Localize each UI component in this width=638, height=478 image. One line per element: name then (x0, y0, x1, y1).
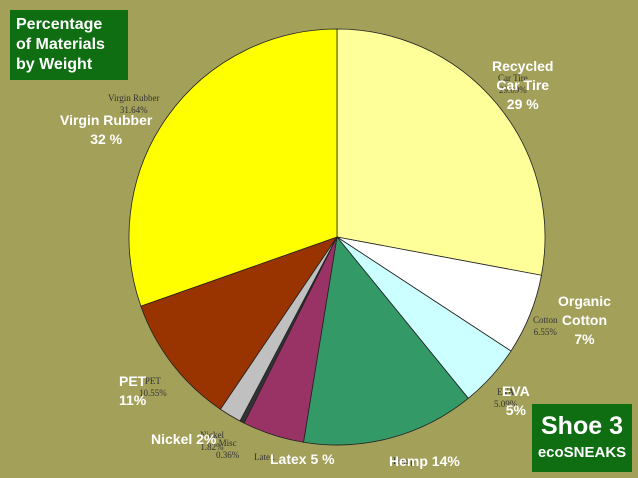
data-label-pet-pct: 10.55% (139, 388, 167, 398)
data-label-car-tire-pct: 29.09% (499, 85, 527, 95)
data-label-latex-name: Latex (254, 452, 275, 462)
label-organic-cotton: Organic Cotton 7% (558, 292, 611, 349)
label-recycled-line1: Recycled (492, 58, 554, 74)
label-eva-name: EVA (502, 383, 530, 399)
data-label-eva-pct: 5.09% (494, 399, 518, 409)
data-label-virgin-name: Virgin Rubber (108, 93, 160, 103)
label-recycled-line2: Car Tire (496, 77, 550, 93)
data-label-cotton-name: Cotton (533, 315, 558, 325)
data-label-latex: Latex (254, 451, 275, 463)
label-pet-pct: 11% (119, 392, 147, 408)
data-label-hemp-name: Hemp (393, 456, 415, 466)
label-nickel: Nickel 2% (151, 431, 217, 447)
data-label-hemp: Hemp (393, 455, 415, 467)
label-eva: EVA 5% (502, 382, 530, 420)
label-virgin-pct: 32 % (90, 131, 123, 147)
data-label-car-tire-name: Car Tire (498, 73, 528, 83)
data-label-pet: PET 10.55% (139, 375, 167, 399)
data-label-cotton-pct: 6.55% (533, 327, 557, 337)
data-label-eva: EVA 5.09% (494, 386, 517, 410)
pie-slice-virgin-rubber (128, 28, 338, 307)
data-label-nickel-name: Nickel (200, 430, 224, 440)
data-label-misc-name: Misc (218, 438, 237, 448)
label-latex: Latex 5 % (270, 451, 335, 467)
shoe-title: Shoe 3 (541, 412, 623, 440)
shoe-badge: Shoe 3 ecoSNEAKS (532, 404, 632, 472)
label-organic-line2: Cotton (561, 312, 607, 328)
data-label-misc-pct: 0.36% (216, 450, 240, 460)
data-label-car-tire: Car Tire 29.09% (498, 72, 528, 96)
data-label-virgin-rubber: Virgin Rubber 31.64% (108, 92, 160, 116)
label-recycled-pct: 29 % (506, 96, 539, 112)
pie-slice-pet (140, 236, 339, 410)
pie-slice-recycled-car-tire (336, 28, 546, 276)
chart-title: Percentage of Materials by Weight (10, 10, 128, 80)
label-eva-pct: 5% (505, 402, 526, 418)
data-label-nickel: Nickel 1.82% (200, 429, 224, 453)
data-label-cotton: Cotton 6.55% (533, 314, 558, 338)
label-pet: PET 11% (119, 372, 146, 410)
label-virgin-rubber: Virgin Rubber 32 % (60, 111, 152, 149)
label-organic-line1: Organic (558, 293, 611, 309)
label-virgin-name: Virgin Rubber (60, 112, 153, 128)
data-label-eva-name: EVA (496, 387, 515, 397)
data-label-virgin-pct: 31.64% (119, 105, 148, 115)
label-recycled-car-tire: Recycled Car Tire 29 % (492, 57, 553, 114)
label-organic-pct: 7% (574, 331, 595, 347)
label-hemp: Hemp 14% (389, 453, 460, 469)
data-label-nickel-pct: 1.82% (200, 442, 224, 452)
data-label-pet-name: PET (144, 376, 161, 386)
data-label-misc: Misc 0.36% (216, 437, 239, 461)
pie-slice-hemp (303, 236, 469, 446)
shoe-subtitle: ecoSNEAKS (537, 444, 627, 461)
label-pet-name: PET (119, 373, 147, 389)
